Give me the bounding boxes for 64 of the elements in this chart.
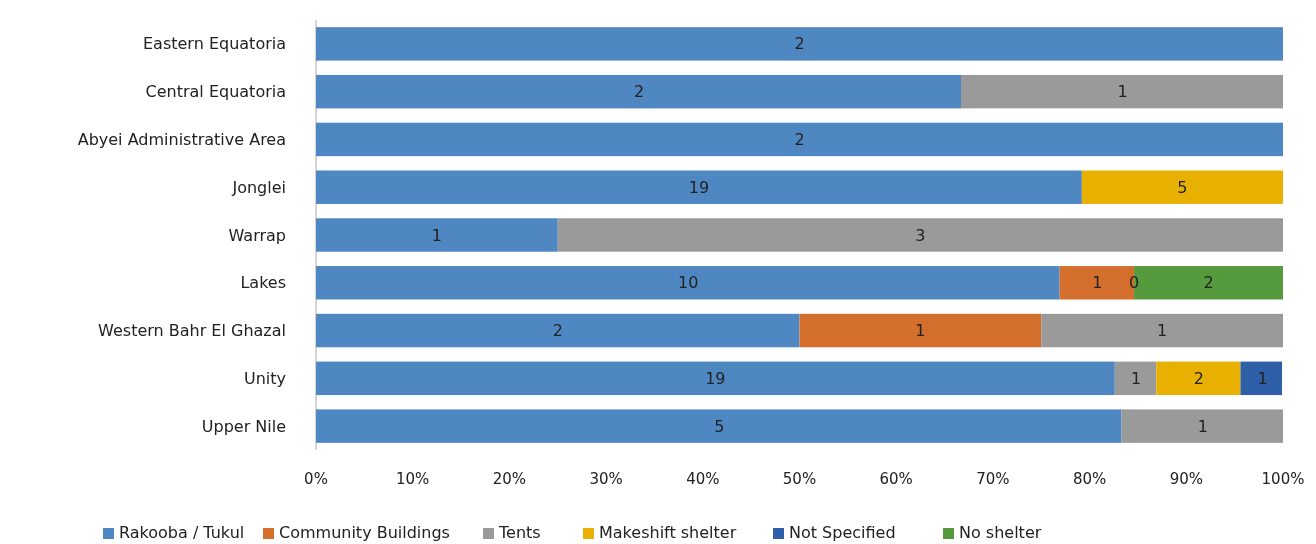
- annotation: 1: [915, 321, 926, 341]
- bar: [316, 361, 1115, 396]
- bar: [316, 409, 1122, 443]
- bar: [1041, 313, 1283, 348]
- y-tick-label: Western Bahr El Ghazal: [98, 321, 286, 341]
- x-tick-label: 10%: [396, 470, 430, 488]
- annotation: 1: [1117, 82, 1128, 102]
- x-tick-label: 40%: [686, 470, 720, 488]
- annotation: 2: [1203, 273, 1214, 293]
- annotation: 1: [1157, 321, 1168, 341]
- y-tick-label: Upper Nile: [201, 416, 286, 436]
- legend-label: Tents: [498, 523, 541, 542]
- legend-label: Makeshift shelter: [599, 523, 737, 542]
- bar: [1240, 361, 1283, 396]
- legend-label: No shelter: [959, 523, 1042, 542]
- legend-label: Rakooba / Tukul: [119, 523, 245, 542]
- y-tick-label: Abyei Administrative Area: [77, 130, 286, 150]
- x-tick-label: 70%: [976, 470, 1010, 488]
- annotation: 10: [678, 273, 699, 293]
- y-tick-label: Jonglei: [231, 177, 286, 197]
- bar: [1156, 361, 1241, 396]
- y-tick-label: Unity: [243, 368, 286, 388]
- annotation: 2: [794, 130, 805, 150]
- y-tick-label: Lakes: [240, 273, 286, 293]
- y-tick-label: Warrap: [228, 225, 286, 245]
- annotation: 3: [915, 225, 926, 245]
- bar: [316, 266, 1060, 300]
- annotation: 2: [1193, 368, 1204, 388]
- legend-label: Community Buildings: [279, 523, 450, 542]
- y-tick-label: Eastern Equatoria: [143, 34, 286, 54]
- annotation: 19: [705, 368, 726, 388]
- annotation: 1: [1257, 368, 1268, 388]
- x-tick-label: 100%: [1261, 470, 1305, 488]
- annotation: 5: [714, 416, 725, 436]
- bar: [316, 122, 1283, 157]
- x-tick-label: 50%: [782, 470, 817, 488]
- annotation: 2: [794, 34, 805, 54]
- x-tick-label: 80%: [1072, 470, 1107, 488]
- bar: [316, 218, 558, 252]
- y-tick-label: Central Equatoria: [145, 82, 286, 102]
- bar: [1114, 361, 1157, 396]
- annotation: 1: [1197, 416, 1208, 436]
- annotation: 19: [688, 177, 710, 197]
- bar: [316, 170, 1082, 204]
- bar: [316, 313, 800, 348]
- annotation: 5: [1177, 177, 1188, 197]
- annotation: 1: [1092, 273, 1103, 293]
- bar: [799, 313, 1042, 348]
- bar: [1121, 409, 1283, 443]
- bar: [316, 74, 961, 109]
- annotation: 1: [431, 225, 442, 245]
- bar: [1081, 170, 1283, 204]
- x-tick-label: 20%: [492, 470, 527, 488]
- annotation: 1: [1130, 368, 1142, 388]
- bar: [316, 27, 1283, 61]
- x-tick-label: 60%: [879, 470, 913, 488]
- x-tick-label: 0%: [304, 470, 328, 488]
- annotation: 2: [552, 321, 563, 341]
- x-tick-label: 90%: [1169, 470, 1203, 488]
- bar: [557, 218, 1283, 252]
- x-tick-label: 30%: [589, 470, 623, 488]
- legend-label: Not Specified: [789, 523, 896, 542]
- annotation: 2: [633, 82, 645, 102]
- bar: [960, 74, 1283, 109]
